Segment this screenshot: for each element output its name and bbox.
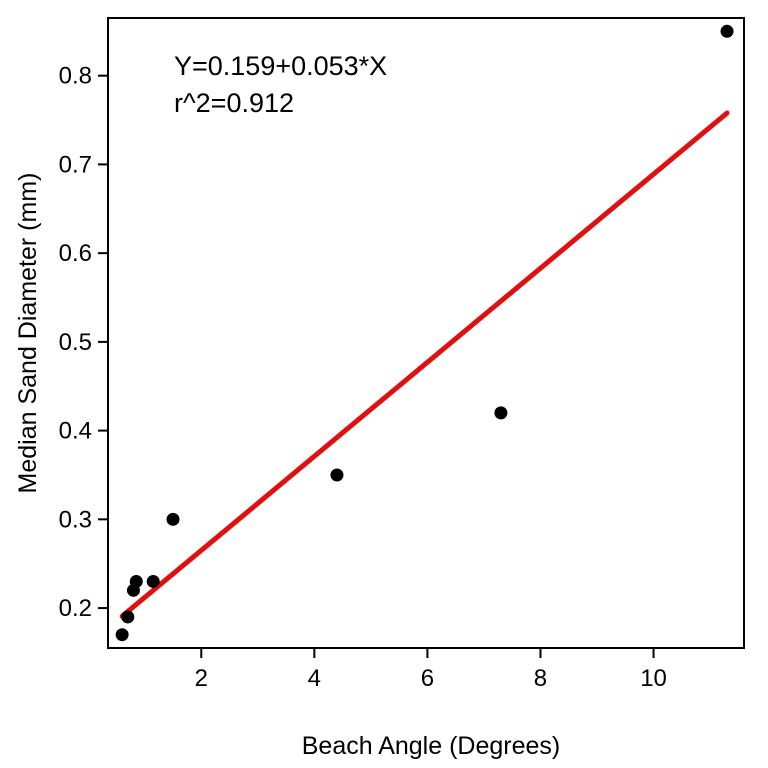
y-tick-label: 0.4 [59,418,92,445]
x-axis: 2 4 6 8 10 [195,648,667,692]
plot-frame [107,17,745,649]
equation-annotation: Y=0.159+0.053*X [174,51,387,81]
x-tick-label: 8 [534,665,547,692]
data-point [121,610,135,624]
r-squared-annotation: r^2=0.912 [174,88,294,118]
y-tick-label: 0.3 [59,506,92,533]
regression-line [119,110,730,619]
data-point [115,628,129,642]
y-tick-label: 0.6 [59,240,92,267]
x-tick-label: 4 [308,665,321,692]
y-axis-label: Median Sand Diameter (mm) [14,173,42,494]
x-tick-label: 2 [195,665,208,692]
data-point [166,512,180,526]
y-axis: 0.2 0.3 0.4 0.5 0.6 0.7 0.8 [59,63,108,622]
y-tick-label: 0.2 [59,595,92,622]
x-tick-label: 6 [421,665,434,692]
plot-layer [115,24,734,642]
data-point [720,24,734,38]
data-point [146,574,160,588]
x-tick-label: 10 [640,665,667,692]
x-axis-label: Beach Angle (Degrees) [302,732,560,760]
y-tick-label: 0.5 [59,329,92,356]
data-point [330,468,344,482]
y-tick-label: 0.8 [59,63,92,90]
data-point [129,574,143,588]
y-tick-label: 0.7 [59,151,92,178]
data-point [494,406,508,420]
